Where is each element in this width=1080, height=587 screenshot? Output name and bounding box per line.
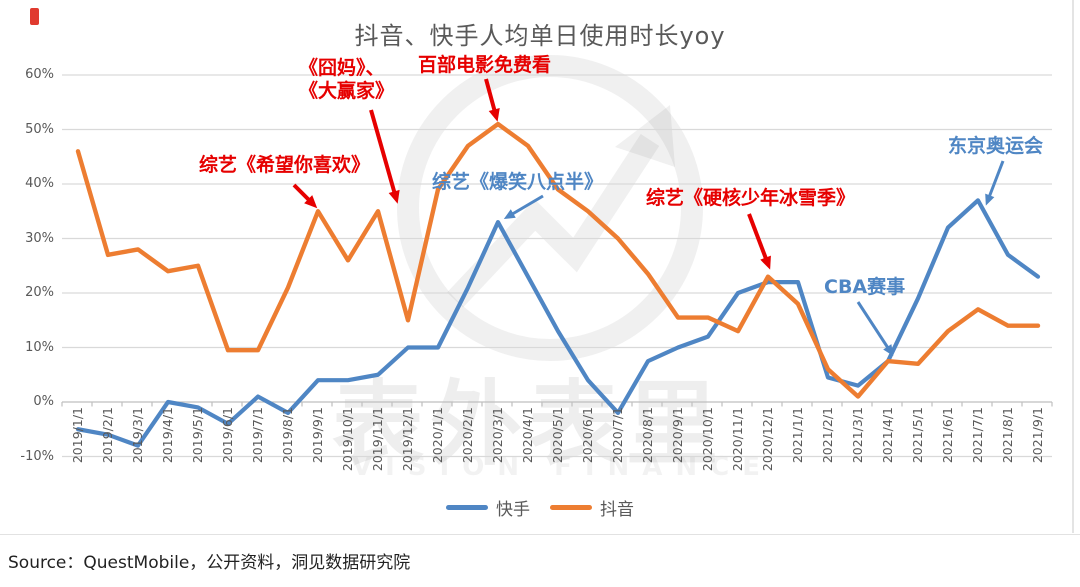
x-axis-label: 2019/8/1 [280,407,295,464]
y-axis-label: 30% [25,230,54,246]
corner-red-mark [30,8,39,25]
bottom-divider [0,534,1080,535]
x-axis-label: 2021/2/1 [820,407,835,464]
legend-item-抖音: 抖音 [550,495,634,520]
x-axis-label: 2019/10/1 [340,407,355,472]
annotation-arrowhead [883,344,894,357]
annotation-arrow [508,194,544,218]
y-axis-label: 40% [25,176,54,191]
x-axis-label: 2020/2/1 [460,407,475,464]
x-axis-label: 2020/12/1 [760,407,775,472]
annotation-arrowhead [304,195,318,209]
series-line-抖音 [75,121,1041,399]
annotation-arrowhead [388,189,400,204]
legend: 快手 抖音 [0,495,1080,520]
annotation-label: 东京奥运会 [948,135,1044,157]
x-axis-label: 2021/6/1 [940,407,955,464]
x-axis-label: 2021/8/1 [1000,407,1015,464]
x-axis-label: 2020/9/1 [670,407,685,464]
x-axis-label: 2019/2/1 [100,407,115,464]
x-axis-label: 2019/6/1 [220,407,235,464]
annotation-arrow [369,109,398,199]
series-line-快手 [75,198,1041,448]
annotation-arrowhead [503,209,516,220]
x-axis-label: 2021/3/1 [850,407,865,464]
annotation-arrow [986,160,1005,201]
y-axis-label: 0% [33,394,54,409]
annotation-arrowhead [760,255,771,270]
y-axis-label: 20% [25,285,54,300]
plot-area [61,74,1053,458]
x-axis-label: 2020/8/1 [640,407,655,464]
x-axis-label: 2021/1/1 [790,407,805,464]
annotation-label: 综艺《硬核少年冰雪季》 [646,187,856,209]
annotation-label: 《囧妈》、 《大赢家》 [299,57,395,103]
x-axis-label: 2019/3/1 [130,407,145,464]
x-axis-label: 2019/12/1 [400,407,415,472]
y-axis-label: 60% [25,67,54,82]
x-axis-label: 2021/5/1 [910,407,925,464]
right-edge-line [1072,0,1074,533]
y-axis-label: 50% [25,121,54,137]
legend-label: 抖音 [600,500,634,520]
annotation-arrow [856,301,892,352]
x-axis-label: 2019/11/1 [370,407,385,472]
x-axis-label: 2020/4/1 [520,407,535,464]
legend-label: 快手 [496,500,530,520]
legend-swatch [550,505,592,510]
annotation-label: 综艺《爆笑八点半》 [432,171,604,193]
x-axis-label: 2019/9/1 [310,407,325,464]
x-axis-label: 2020/5/1 [550,407,565,464]
x-axis-label: 2019/4/1 [160,407,175,464]
x-axis-label: 2019/1/1 [70,407,85,464]
x-axis-label: 2019/7/1 [250,407,265,464]
legend-item-快手: 快手 [446,495,530,520]
x-axis-label: 2020/11/1 [730,407,745,472]
x-axis-label: 2020/7/1 [610,407,625,464]
x-axis-label: 2021/9/1 [1030,407,1045,464]
x-axis-label: 2020/6/1 [580,407,595,464]
x-axis-label: 2021/7/1 [970,407,985,464]
x-axis-label: 2020/3/1 [490,407,505,464]
x-axis-label: 2020/1/1 [430,407,445,464]
source-line: Source：QuestMobile，公开资料，洞见数据研究院 [8,553,411,573]
annotation-arrowhead [488,107,500,122]
legend-swatch [446,505,488,510]
x-axis-label: 2020/10/1 [700,407,715,472]
annotation-label: CBA赛事 [824,276,906,298]
x-axis-label: 2019/5/1 [190,407,205,464]
x-axis-label: 2021/4/1 [880,407,895,464]
chart-title: 抖音、快手人均单日使用时长yoy [354,22,726,50]
annotation-label: 百部电影免费看 [418,54,552,76]
annotation-arrowhead [985,193,995,206]
y-axis-label: 10% [25,339,54,355]
annotation-label: 综艺《希望你喜欢》 [199,154,371,176]
y-axis-label: -10% [20,448,54,464]
annotation-arrow [747,213,770,265]
